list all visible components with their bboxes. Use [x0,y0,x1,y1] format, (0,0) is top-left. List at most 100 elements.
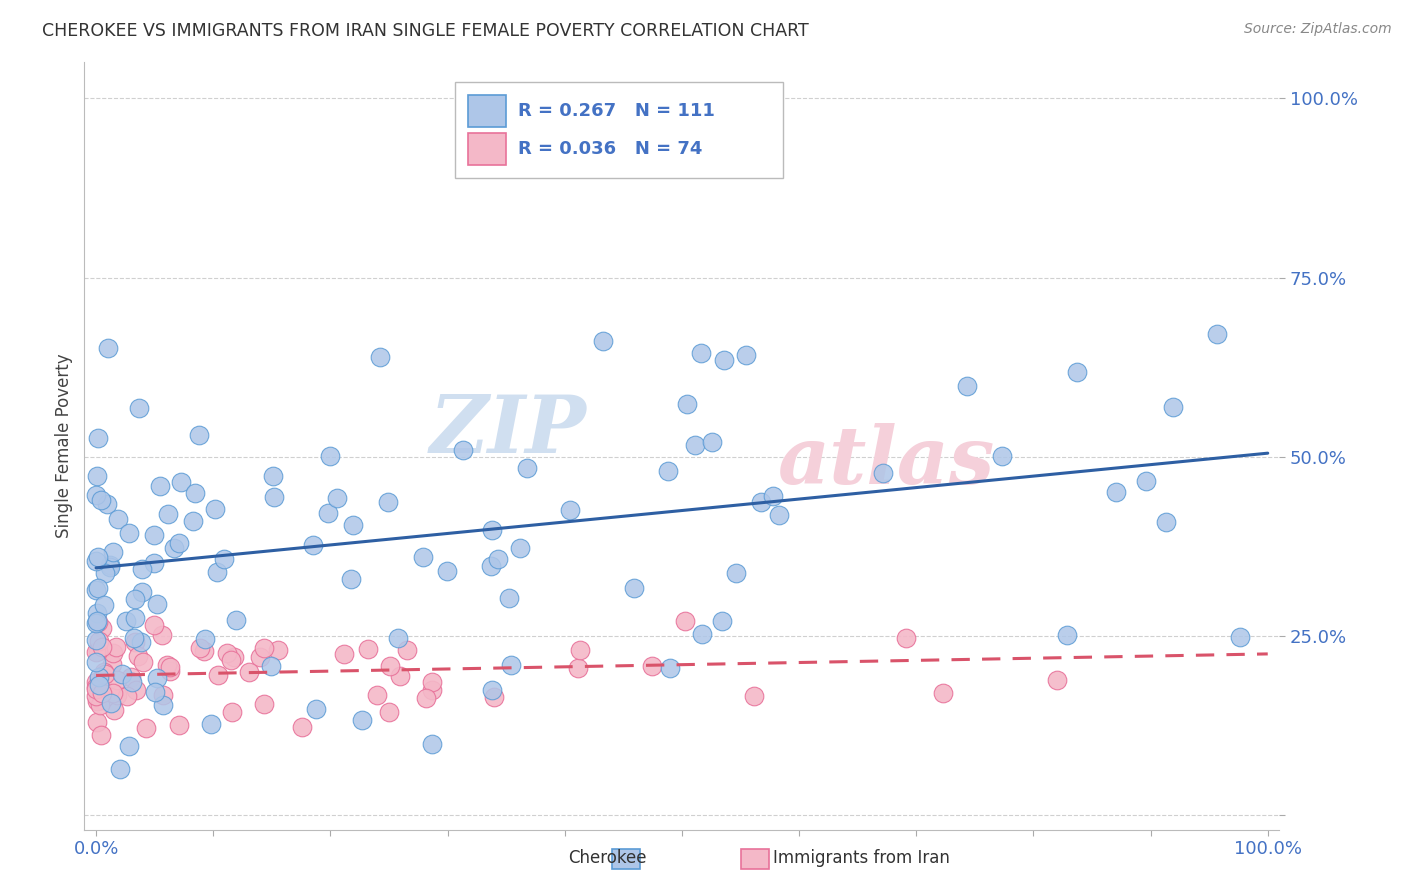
Point [641,659,664,673]
Point [129,635,152,649]
Text: Cherokee: Cherokee [568,849,647,867]
Point [291,720,314,734]
Point [676,397,699,411]
Point [101,686,124,700]
Point [263,491,285,505]
Point [1206,327,1229,342]
Point [486,552,509,566]
Point [713,352,735,367]
Point [702,434,724,449]
Point [91,621,114,635]
Point [115,689,138,703]
Point [163,541,186,555]
Point [205,565,228,579]
Y-axis label: Single Female Poverty: Single Female Poverty [55,354,73,538]
Point [87,431,110,445]
Point [509,541,531,556]
Point [98,558,121,573]
Point [118,739,141,754]
Point [101,646,124,660]
Point [125,682,148,697]
Point [212,552,235,566]
Point [387,631,409,645]
Point [90,728,112,742]
Point [872,466,894,480]
Point [93,566,115,580]
Point [104,640,127,654]
Point [184,485,207,500]
Point [415,691,437,706]
Point [1105,484,1128,499]
Point [1135,474,1157,488]
Point [217,646,239,660]
Point [105,688,128,702]
Point [219,653,242,667]
Point [91,640,114,654]
Point [142,556,165,570]
Point [127,648,149,663]
Point [152,688,174,702]
Point [86,488,108,502]
Point [204,502,226,516]
Point [89,678,111,692]
Point [108,763,131,777]
Point [84,655,107,669]
Point [86,606,108,620]
Point [87,615,110,629]
Point [193,644,215,658]
Text: R = 0.036   N = 74: R = 0.036 N = 74 [519,140,703,158]
Point [482,690,505,705]
Point [262,469,284,483]
Point [156,507,179,521]
Point [569,643,592,657]
Point [89,670,111,684]
Point [120,670,142,684]
Point [221,705,243,719]
Point [735,348,758,362]
Point [90,493,112,508]
Point [690,627,713,641]
Point [253,697,276,711]
Point [124,592,146,607]
Point [84,583,107,598]
Point [84,633,107,648]
Point [91,670,114,684]
Point [115,614,138,628]
Point [350,713,373,727]
Point [749,494,772,508]
Point [1066,366,1088,380]
Bar [741,849,769,869]
Point [84,645,107,659]
Point [377,495,399,509]
Point [135,721,157,735]
Point [87,692,110,706]
Point [124,634,146,648]
Point [332,648,354,662]
Point [142,617,165,632]
Text: atlas: atlas [778,423,995,500]
Point [101,545,124,559]
Point [420,682,443,697]
Point [84,680,107,694]
Point [1161,400,1184,414]
Point [87,549,110,564]
Point [86,469,108,483]
Point [420,675,443,690]
Point [90,692,112,706]
Point [685,438,707,452]
Point [451,442,474,457]
Point [1229,630,1251,644]
Point [991,450,1014,464]
Point [103,703,125,717]
Point [200,716,222,731]
Point [931,686,953,700]
Point [267,643,290,657]
Point [1046,673,1069,687]
Point [481,523,503,537]
Point [380,659,402,673]
Point [592,334,614,349]
Point [150,628,173,642]
Point [159,660,181,674]
Point [90,686,112,700]
Point [1056,628,1078,642]
